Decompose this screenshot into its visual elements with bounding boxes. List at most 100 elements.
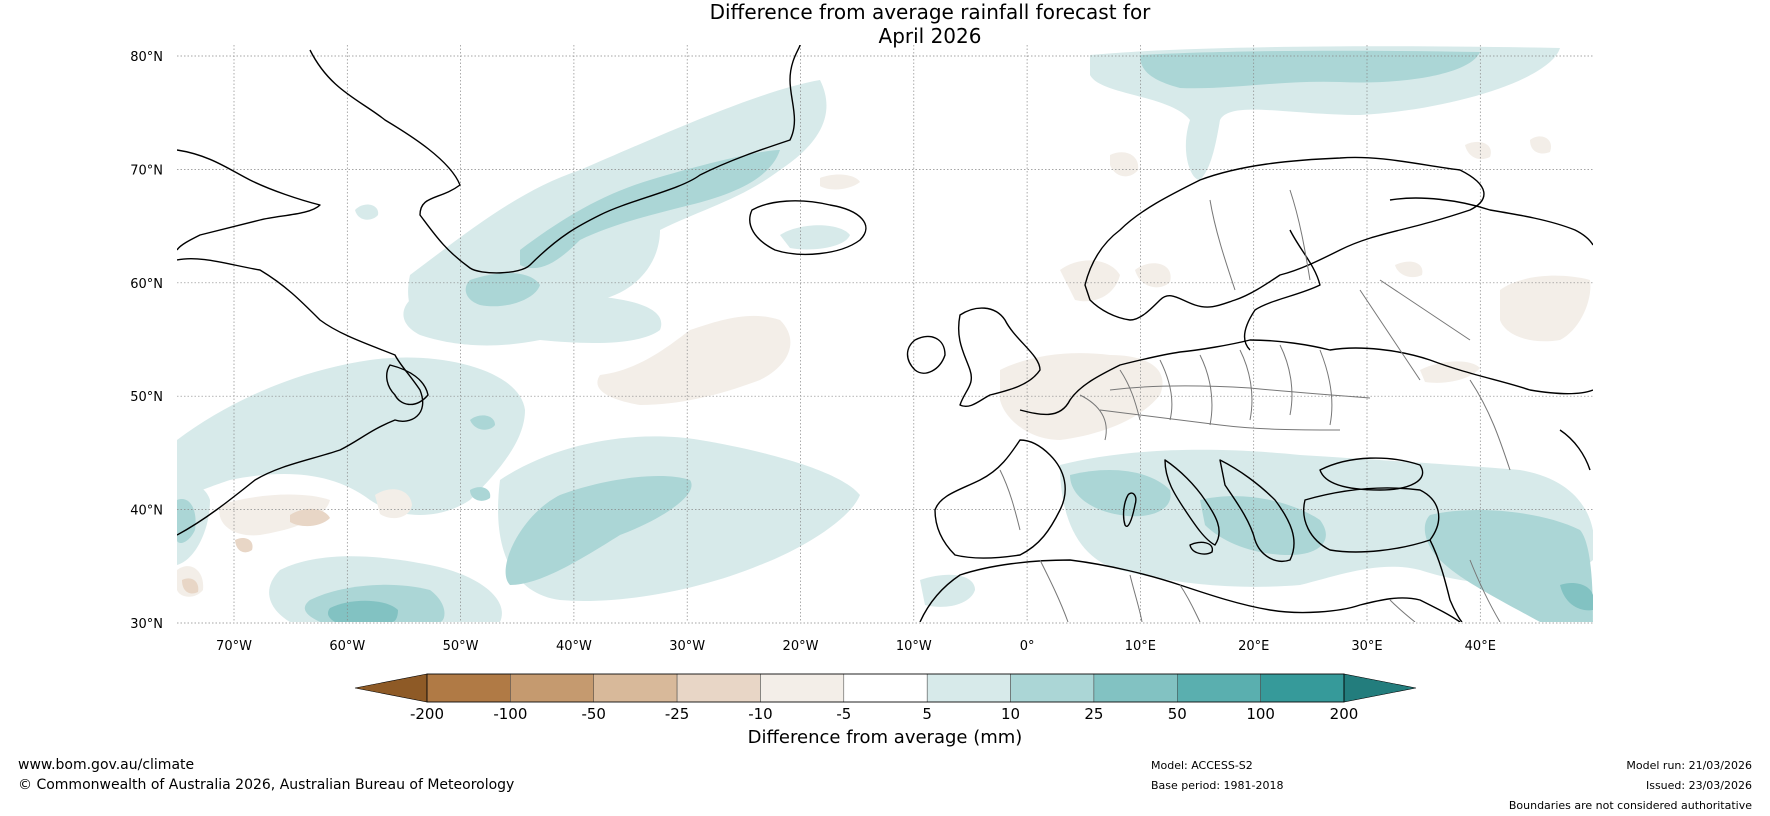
coast-sicily (1189, 541, 1214, 555)
colorbar-bin (593, 673, 678, 703)
coast-corsica-sardinia (1122, 492, 1137, 527)
contour-brown-light-southern-norway (1060, 260, 1120, 302)
contour-teal-light-mid-atlantic (498, 436, 860, 601)
coast-balkans-greece (1219, 459, 1295, 562)
coast-iceland (749, 200, 867, 255)
map-title: Difference from average rainfall forecas… (0, 0, 1770, 48)
colorbar-bin (1093, 673, 1178, 703)
contour-teal-light-north-atlantic (403, 291, 662, 346)
colorbar-bin (426, 673, 511, 703)
lon-label: 40°W (556, 639, 592, 654)
colorbar-bin (1177, 673, 1261, 703)
contour-teal-light-iceland (780, 225, 850, 250)
lat-label: 40°N (130, 504, 163, 519)
model-run-date: Model run: 21/03/2026 (1626, 759, 1752, 772)
colorbar-tick-label: 10 (1001, 705, 1020, 723)
contour-brown-light-bay-of-biscay (1000, 353, 1163, 440)
lat-label: 70°N (130, 163, 163, 178)
latitude-labels: 80°N 70°N 60°N 50°N 40°N 30°N (130, 50, 163, 632)
coast-ireland (906, 335, 946, 374)
colorbar-tick-label: 25 (1084, 705, 1103, 723)
contour-teal-medium-labrador-sea-spot (470, 415, 495, 430)
footer-run-info: Model run: 21/03/2026 Issued: 23/03/2026… (1509, 756, 1752, 816)
lat-label: 60°N (130, 277, 163, 292)
base-period: Base period: 1981-2018 (1151, 779, 1284, 792)
coast-caspian (1559, 429, 1591, 471)
coast-scandinavia (1084, 156, 1485, 321)
coast-italy (1164, 459, 1220, 546)
lon-label: 0° (1020, 639, 1035, 654)
contour-brown-light-baltic-east (1395, 261, 1423, 278)
contour-brown-medium-west-1 (290, 508, 330, 527)
boundary-disclaimer: Boundaries are not considered authoritat… (1508, 799, 1752, 812)
footer-left: www.bom.gov.au/climate © Commonwealth of… (18, 755, 514, 795)
colorbar-bin (760, 673, 845, 703)
colorbar-bin (926, 673, 1011, 703)
lat-label: 50°N (130, 390, 163, 405)
website-link[interactable]: www.bom.gov.au/climate (18, 757, 195, 773)
colorbar-bin (676, 673, 761, 703)
lon-label: 10°W (896, 639, 932, 654)
footer-model-info: Model: ACCESS-S2 Base period: 1981-2018 (1151, 756, 1283, 796)
coast-iberia (934, 439, 1066, 559)
colorbar-bin (1260, 673, 1345, 703)
title-line-1: Difference from average rainfall forecas… (709, 0, 1151, 24)
contour-teal-medium-east-med (1424, 510, 1593, 622)
contour-teal-medium-greenland (520, 150, 780, 269)
contour-teal-dark-east-med (1560, 583, 1593, 611)
colorbar-tick-label: 100 (1246, 705, 1275, 723)
contour-brown-light-iceland-east (820, 174, 860, 190)
issued-date: Issued: 23/03/2026 (1645, 779, 1752, 792)
contour-brown-light-north-atlantic (597, 315, 791, 405)
colorbar-tick-label: -25 (665, 705, 690, 723)
contour-brown-light-barents-spot (1110, 152, 1139, 177)
colorbar-tick-label: -10 (748, 705, 773, 723)
coast-east-med (1429, 539, 1463, 622)
contour-brown-light-mid (1135, 263, 1171, 288)
lat-label: 30°N (130, 617, 163, 632)
anomaly-contours (177, 46, 1593, 622)
colorbar-outline (426, 673, 1345, 703)
contour-brown-light-arctic-2 (1530, 136, 1551, 154)
coast-russia-arctic (1389, 197, 1593, 246)
map-gridlines (177, 45, 1593, 624)
lon-label: 20°W (783, 639, 819, 654)
model-name: Model: ACCESS-S2 (1151, 759, 1253, 772)
coast-black-sea (1319, 457, 1424, 491)
lat-label: 80°N (130, 50, 163, 65)
coast-britain (958, 307, 1041, 407)
contour-teal-medium-sw-greenland (465, 273, 540, 307)
contour-teal-medium-mid-atlantic (505, 475, 692, 585)
lon-label: 40°E (1465, 639, 1496, 654)
lon-label: 50°W (443, 639, 479, 654)
coast-newfoundland (386, 364, 429, 406)
contour-teal-medium-barents (1140, 50, 1480, 89)
contour-brown-medium-west-2 (235, 538, 253, 553)
coast-labrador (177, 257, 424, 536)
colorbar-bin (1010, 673, 1095, 703)
copyright-text: © Commonwealth of Australia 2026, Austra… (18, 777, 515, 793)
colorbar-tick-label: -100 (493, 705, 527, 723)
title-line-2: April 2026 (878, 24, 982, 48)
colorbar-label: Difference from average (mm) (747, 727, 1023, 748)
colorbar-extend-low (354, 673, 428, 703)
colorbar: -200 -100 -50 -25 -10 -5 5 10 25 50 100 200 (354, 673, 1417, 723)
lon-label: 60°W (329, 639, 365, 654)
lon-label: 30°E (1351, 639, 1382, 654)
coast-north-africa (919, 559, 1461, 622)
coast-greenland (309, 45, 801, 274)
colorbar-tick-label: -5 (836, 705, 851, 723)
contour-brown-medium-west-3 (182, 578, 199, 594)
colorbar-extend-high (1343, 673, 1417, 703)
contour-brown-light-russia-2 (1420, 361, 1480, 383)
contour-teal-light-labrador (177, 357, 525, 515)
contour-teal-medium-small-spot (470, 487, 491, 501)
country-borders (999, 189, 1511, 622)
lon-label: 30°W (669, 639, 705, 654)
lon-label: 20°E (1238, 639, 1269, 654)
coast-europe-west (1019, 339, 1593, 416)
coastlines (177, 45, 1593, 622)
colorbar-tick-label: -200 (410, 705, 444, 723)
colorbar-bin (843, 673, 928, 703)
